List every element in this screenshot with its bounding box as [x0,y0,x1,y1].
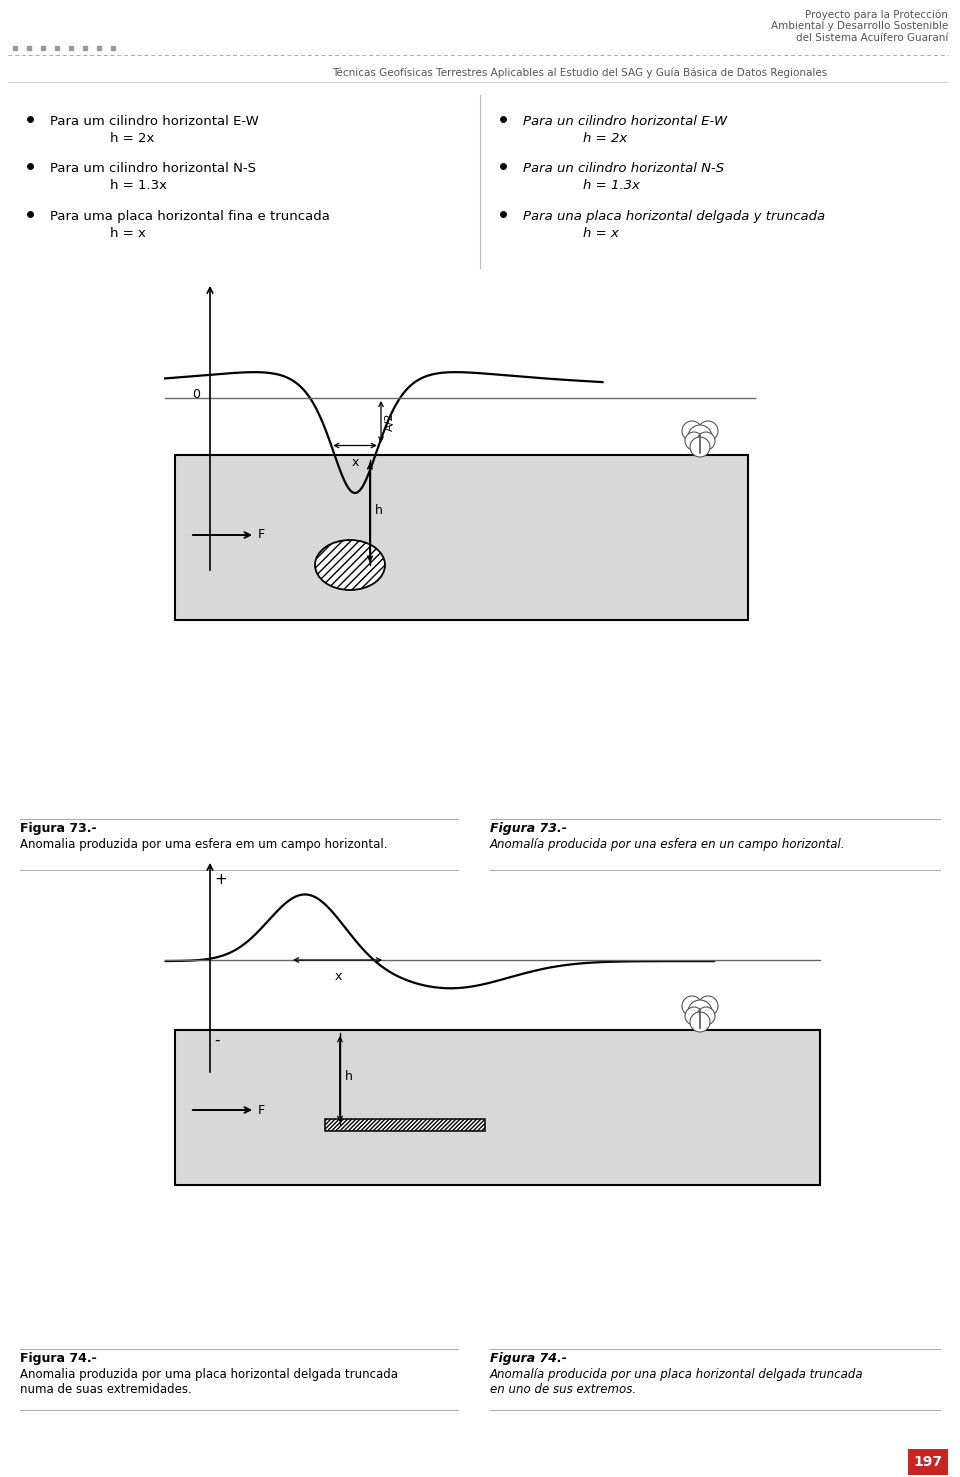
Text: h: h [375,504,383,517]
Text: Anomalía producida por una esfera en un campo horizontal.: Anomalía producida por una esfera en un … [490,837,846,851]
Text: -: - [214,1032,220,1049]
Text: Proyecto para la Protección: Proyecto para la Protección [805,10,948,21]
Text: Para un cilindro horizontal E-W: Para un cilindro horizontal E-W [523,115,727,128]
Circle shape [697,431,715,450]
Circle shape [690,437,710,456]
Circle shape [697,1007,715,1025]
Circle shape [682,995,702,1016]
Text: 197: 197 [914,1455,943,1470]
Text: +: + [214,871,227,888]
Text: Anomalia produzida por uma placa horizontal delgada truncada
numa de suas extrem: Anomalia produzida por uma placa horizon… [20,1368,398,1396]
Text: Ambiental y Desarrollo Sostenible: Ambiental y Desarrollo Sostenible [771,21,948,31]
Bar [175,455,748,620]
Text: h = 2x: h = 2x [110,131,155,145]
Circle shape [685,431,703,450]
Text: del Sistema Acuífero Guaraní: del Sistema Acuífero Guaraní [796,32,948,43]
Text: Figura 73.-: Figura 73.- [490,823,567,835]
Text: Para um cilindro horizontal N-S: Para um cilindro horizontal N-S [50,162,256,174]
Text: h = 1.3x: h = 1.3x [583,179,640,192]
Circle shape [685,1007,703,1025]
Circle shape [688,1000,712,1024]
Text: h = x: h = x [583,227,619,239]
Text: Técnicas Geofísicas Terrestres Aplicables al Estudio del SAG y Guía Básica de Da: Técnicas Geofísicas Terrestres Aplicable… [332,68,828,78]
Text: h = x: h = x [110,227,146,239]
Circle shape [698,421,718,442]
Text: x: x [334,970,342,984]
Circle shape [682,421,702,442]
Text: A/2: A/2 [385,412,395,431]
Text: F: F [258,529,265,542]
Text: h: h [345,1071,353,1084]
Ellipse shape [315,541,385,589]
Text: Figura 73.-: Figura 73.- [20,823,97,835]
Circle shape [688,425,712,449]
Text: Para una placa horizontal delgada y truncada: Para una placa horizontal delgada y trun… [523,210,826,223]
Text: F: F [258,1103,265,1117]
Text: Anomalia produzida por uma esfera em um campo horizontal.: Anomalia produzida por uma esfera em um … [20,837,388,851]
Text: 0: 0 [192,387,200,400]
Circle shape [690,1012,710,1032]
Text: Para um cilindro horizontal E-W: Para um cilindro horizontal E-W [50,115,259,128]
Text: Figura 74.-: Figura 74.- [490,1351,567,1365]
Text: Figura 74.-: Figura 74.- [20,1351,97,1365]
Text: h = 1.3x: h = 1.3x [110,179,167,192]
Text: Para un cilindro horizontal N-S: Para un cilindro horizontal N-S [523,162,724,174]
Text: h = 2x: h = 2x [583,131,627,145]
Text: Anomalía producida por una placa horizontal delgada truncada
en uno de sus extre: Anomalía producida por una placa horizon… [490,1368,864,1396]
Bar [175,1029,820,1185]
Text: Para uma placa horizontal fina e truncada: Para uma placa horizontal fina e truncad… [50,210,330,223]
Text: x: x [351,455,359,468]
Circle shape [698,995,718,1016]
Bar [325,1120,485,1131]
